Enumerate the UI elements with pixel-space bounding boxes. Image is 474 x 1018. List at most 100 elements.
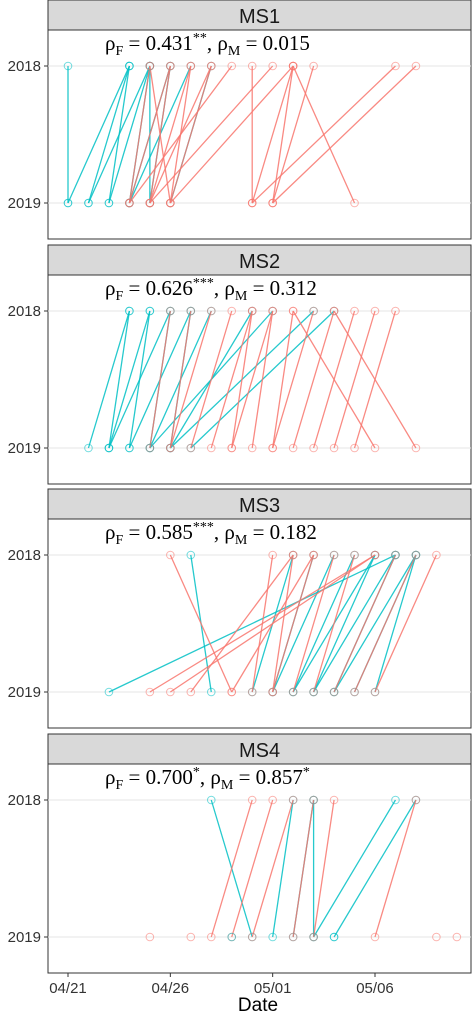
point-2018: [166, 306, 175, 316]
point-2018: [309, 795, 318, 805]
point-2018: [288, 795, 298, 805]
panel-plot-area: [47, 518, 472, 729]
point-2019: [186, 687, 196, 697]
link-line: [272, 65, 417, 204]
point-2019: [268, 687, 277, 697]
point-2018: [309, 61, 318, 71]
y-tick-label: 2018: [8, 303, 41, 320]
link-line: [87, 310, 131, 449]
point-2019: [370, 443, 380, 453]
point-2019: [84, 198, 93, 208]
point-2018: [391, 61, 400, 71]
link-line: [251, 310, 274, 449]
point-2018: [288, 61, 298, 71]
y-tick-label: 2018: [8, 58, 41, 75]
point-2019: [432, 932, 441, 942]
point-2019: [247, 932, 257, 942]
point-2018: [206, 61, 216, 71]
point-2019: [329, 443, 339, 453]
point-2018: [125, 306, 134, 316]
point-2018: [350, 306, 359, 316]
panel-plot-area: [47, 763, 472, 974]
x-tick-label: 04/21: [49, 980, 87, 997]
link-line: [210, 310, 253, 449]
link-line: [231, 310, 274, 449]
link-line: [128, 65, 233, 204]
point-2018: [186, 306, 196, 316]
panel-strip: [47, 0, 472, 31]
panel-strip-label: MS3: [239, 495, 280, 517]
point-2019: [452, 932, 462, 942]
link-line: [292, 799, 315, 938]
link-line: [108, 65, 151, 204]
point-2018: [63, 61, 73, 71]
point-2019: [166, 198, 175, 208]
panel-strip: [47, 488, 472, 520]
panel-plot-area: [47, 274, 472, 485]
link-line: [108, 310, 171, 449]
point-2019: [370, 687, 380, 697]
point-2019: [145, 932, 155, 942]
point-2019: [145, 443, 155, 453]
correlation-annotation: ρF = 0.626***, ρM = 0.312: [105, 276, 317, 304]
link-line: [333, 310, 417, 449]
point-2019: [247, 443, 257, 453]
link-line: [251, 65, 396, 204]
point-2019: [309, 687, 318, 697]
point-2018: [125, 61, 134, 71]
panel-strip-label: MS4: [239, 740, 280, 762]
point-2018: [391, 550, 400, 560]
point-2019: [329, 687, 339, 697]
point-2019: [227, 932, 237, 942]
link-line: [149, 65, 192, 204]
point-2019: [288, 932, 298, 942]
x-tick-label: 05/06: [356, 980, 394, 997]
link-line: [333, 799, 417, 938]
point-2018: [227, 306, 237, 316]
panel-ms4: MS4 2018 2019 ρF = 0.700*, ρM = 0.857*: [8, 733, 472, 974]
point-2018: [227, 61, 237, 71]
link-line: [272, 554, 315, 693]
link-line: [374, 554, 417, 693]
panel-ms2: MS2 2018 2019 ρF = 0.626***, ρM = 0.312: [8, 244, 472, 485]
point-2019: [288, 687, 298, 697]
link-line: [169, 65, 212, 204]
point-2018: [206, 306, 216, 316]
point-2018: [145, 61, 155, 71]
link-line: [313, 554, 397, 693]
point-2018: [268, 550, 277, 560]
correlation-annotation: ρF = 0.585***, ρM = 0.182: [105, 520, 317, 548]
point-2018: [206, 795, 216, 805]
link-line: [313, 799, 397, 938]
point-2018: [329, 550, 339, 560]
link-line: [272, 799, 294, 938]
point-2018: [247, 61, 257, 71]
point-2018: [247, 795, 257, 805]
link-line: [87, 65, 151, 204]
panel-strip-label: MS2: [239, 251, 280, 273]
panel-plot-area: [47, 29, 472, 240]
panel-ms1: MS1 2018 2019 ρF = 0.431**, ρM = 0.015: [8, 0, 472, 240]
link-line: [313, 554, 376, 693]
point-2019: [63, 198, 73, 208]
point-2019: [104, 443, 114, 453]
x-axis-label: Date: [238, 995, 278, 1016]
link-line: [67, 65, 130, 204]
y-tick-label: 2019: [8, 195, 41, 212]
point-2018: [186, 61, 196, 71]
point-2018: [391, 306, 400, 316]
link-line: [292, 310, 335, 449]
point-2018: [370, 550, 380, 560]
link-line: [251, 554, 274, 693]
link-line: [231, 554, 315, 693]
link-line: [333, 554, 397, 693]
point-2018: [370, 306, 380, 316]
link-line: [231, 310, 253, 449]
point-2019: [329, 932, 339, 942]
point-2018: [411, 795, 421, 805]
point-2019: [309, 443, 318, 453]
point-2019: [350, 687, 359, 697]
point-2019: [350, 198, 359, 208]
point-2019: [350, 443, 359, 453]
